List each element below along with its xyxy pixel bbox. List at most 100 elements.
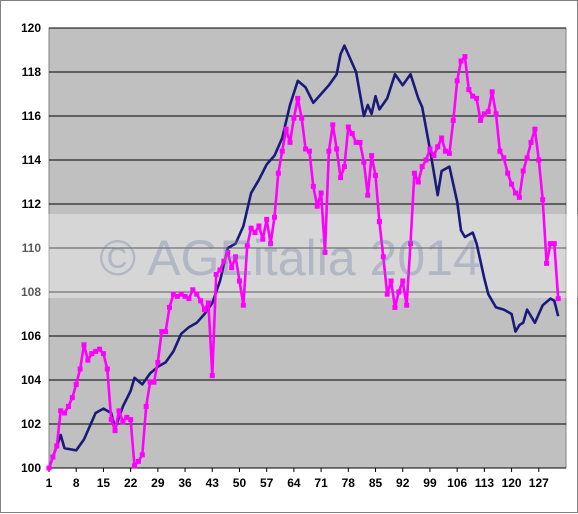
series-2-point — [314, 203, 320, 209]
series-2-point — [462, 54, 468, 60]
series-2-point — [310, 183, 316, 189]
series-2-point — [229, 265, 235, 271]
series-2-point — [373, 172, 379, 178]
series-2-point — [135, 458, 141, 464]
series-2-point — [62, 410, 68, 416]
series-2-point — [295, 95, 301, 101]
x-axis-tick-labels: 1 8 15 22 29 36 43 50 57 64 71 78 85 92 99 106 113 120 127 — [46, 468, 549, 490]
series-2-point — [252, 230, 258, 236]
series-lines — [46, 44, 561, 471]
series-2-point — [186, 296, 192, 302]
series-2-point — [54, 443, 60, 449]
series-2-point — [217, 267, 223, 273]
series-line-1 — [47, 44, 560, 469]
series-2-point — [108, 417, 114, 423]
series-2-point — [155, 359, 161, 365]
series-2-point — [182, 293, 188, 299]
series-2-point — [209, 373, 215, 379]
x-tick-label-85: 85 — [369, 476, 383, 490]
series-2-point — [435, 144, 441, 150]
series-2-point — [318, 190, 324, 196]
series-2-point — [112, 428, 118, 434]
series-2-point — [411, 170, 417, 176]
series-2-point — [341, 164, 347, 170]
series-2-point — [477, 117, 483, 123]
y-tick-label-116: 116 — [22, 109, 42, 123]
x-tick-label-78: 78 — [342, 476, 356, 490]
series-2-point — [120, 419, 126, 425]
series-2-point — [509, 181, 515, 187]
series-2-point — [544, 260, 550, 266]
series-2-point — [365, 192, 371, 198]
series-2-point — [306, 148, 312, 154]
series-2-point — [485, 109, 491, 115]
series-2-point — [388, 278, 394, 284]
series-2-point — [376, 219, 382, 225]
series-2-point — [501, 155, 507, 161]
series-2-point — [334, 146, 340, 152]
y-tick-label-114: 114 — [22, 153, 42, 167]
series-2-point — [283, 126, 289, 132]
series-2-point — [551, 241, 557, 247]
x-tick-label-99: 99 — [423, 476, 437, 490]
series-2-point — [205, 300, 211, 306]
series-2-point — [236, 278, 242, 284]
series-2-point — [178, 291, 184, 297]
series-2-point — [124, 414, 130, 420]
series-2-point — [431, 153, 437, 159]
series-2-point — [248, 225, 254, 231]
series-2-point — [481, 111, 487, 117]
series-2-point — [454, 78, 460, 84]
series-2-point — [287, 139, 293, 145]
series-2-point — [65, 403, 71, 409]
series-2-point — [128, 417, 134, 423]
series-2-point — [46, 465, 52, 471]
series-2-point — [147, 379, 153, 385]
y-tick-label-100: 100 — [21, 461, 41, 475]
x-tick-label-64: 64 — [287, 476, 301, 490]
series-2-point — [384, 291, 390, 297]
x-tick-label-113: 113 — [475, 476, 495, 490]
series-2-point — [524, 155, 530, 161]
series-2-point — [104, 366, 110, 372]
series-2-point — [264, 216, 270, 222]
x-tick-label-127: 127 — [529, 476, 549, 490]
series-2-point — [520, 168, 526, 174]
series-2-point — [69, 395, 75, 401]
series-2-point — [116, 408, 122, 414]
series-2-point — [540, 197, 546, 203]
y-tick-label-118: 118 — [22, 65, 42, 79]
x-tick-label-50: 50 — [233, 476, 247, 490]
series-2-point — [225, 249, 231, 255]
series-2-point — [392, 304, 398, 310]
series-2-point — [532, 126, 538, 132]
series-2-point — [415, 179, 421, 185]
series-2-point — [326, 148, 332, 154]
series-2-point — [512, 190, 518, 196]
x-tick-label-92: 92 — [396, 476, 410, 490]
y-tick-label-120: 120 — [21, 21, 41, 35]
series-2-point — [303, 146, 309, 152]
series-2-point — [174, 293, 180, 299]
series-2-point — [201, 307, 207, 313]
series-2-point — [143, 403, 149, 409]
series-2-point — [50, 454, 56, 460]
series-2-point — [73, 381, 79, 387]
series-2-point — [85, 357, 91, 363]
series-2-point — [423, 157, 429, 163]
series-2-point — [330, 122, 336, 128]
series-2-point — [536, 157, 542, 163]
series-2-point — [528, 139, 534, 145]
series-2-point — [505, 170, 511, 176]
series-2-point — [408, 241, 414, 247]
x-tick-label-29: 29 — [151, 476, 165, 490]
series-2-point — [516, 194, 522, 200]
series-2-point — [271, 214, 277, 220]
x-tick-label-22: 22 — [124, 476, 138, 490]
series-2-point — [345, 124, 351, 130]
watermark-text: © AGEitalia 2014 — [99, 230, 481, 286]
x-tick-label-1: 1 — [46, 476, 53, 490]
series-2-point — [442, 148, 448, 154]
series-2-point — [81, 342, 87, 348]
